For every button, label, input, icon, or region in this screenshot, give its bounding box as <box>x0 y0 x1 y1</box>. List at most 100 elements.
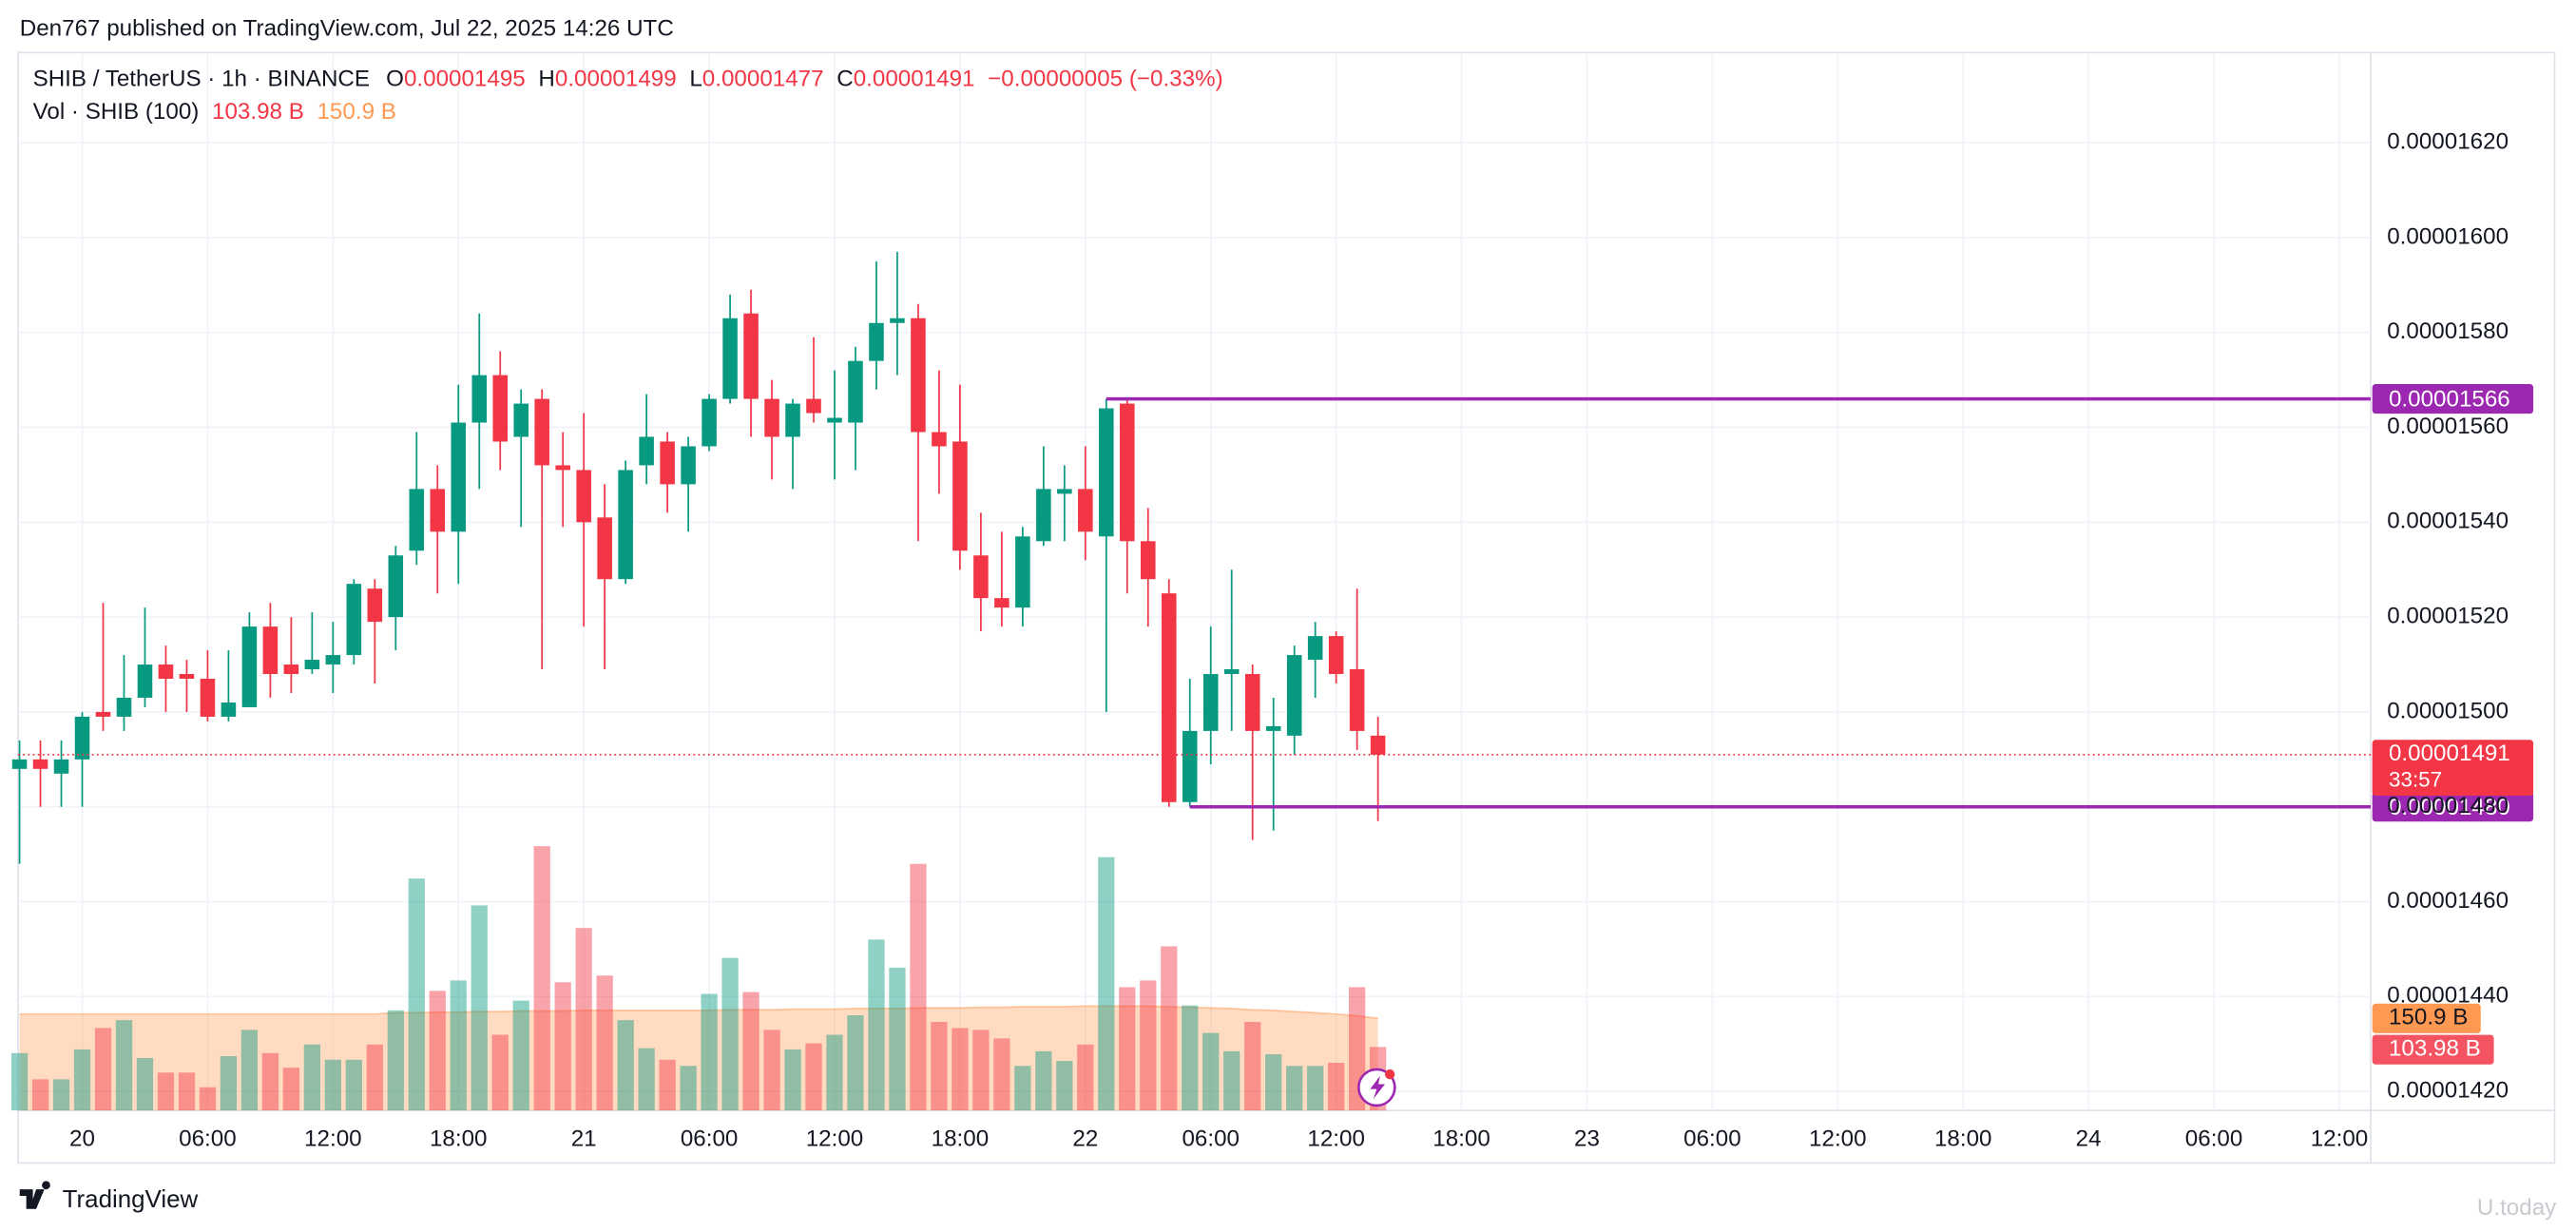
candle-body <box>639 436 654 466</box>
candle-body <box>241 626 258 707</box>
candle-body <box>492 375 509 442</box>
candle-body <box>451 422 467 532</box>
candle-body <box>764 398 779 437</box>
candle-body <box>1307 636 1323 661</box>
x-tick-label: 24 <box>2076 1126 2102 1152</box>
candle-body <box>179 674 195 680</box>
volume-bar <box>303 1044 320 1111</box>
chart-frame <box>17 51 2556 1165</box>
price-tag-label: 0.00001480 <box>2389 795 2510 820</box>
volume-bar <box>972 1030 990 1111</box>
y-tick-label: 0.00001540 <box>2387 509 2509 534</box>
candle-body <box>1265 725 1281 731</box>
volume-bar <box>94 1028 112 1111</box>
volume-bar <box>429 991 446 1111</box>
y-tick-label: 0.00001520 <box>2387 604 2509 629</box>
current-price-label: 0.00001491 <box>2389 741 2510 766</box>
volume-bar <box>638 1048 655 1111</box>
candle-body <box>973 555 989 599</box>
candle-body <box>471 375 488 423</box>
volume-bar <box>261 1052 279 1111</box>
volume-bar <box>512 1000 529 1111</box>
volume-bar <box>680 1066 697 1111</box>
volume-bar <box>366 1044 383 1111</box>
candle-body <box>785 403 800 437</box>
candle-body <box>1202 674 1219 731</box>
candle-body <box>283 664 299 675</box>
candle-body <box>367 588 383 623</box>
candle-body <box>32 759 48 769</box>
y-tick-label: 0.00001560 <box>2387 414 2509 439</box>
x-tick-label: 18:00 <box>430 1126 488 1152</box>
ohlc-label: C <box>836 67 853 92</box>
volume-ma-value: 150.9 B <box>317 100 395 125</box>
volume-title: Vol · SHIB (100) <box>33 100 200 125</box>
candle-body <box>221 702 237 717</box>
candle-body <box>430 489 446 532</box>
candle-body <box>304 660 320 670</box>
volume-bar <box>533 846 550 1111</box>
alert-icon[interactable] <box>1357 1068 1396 1107</box>
volume-bar <box>408 878 425 1111</box>
volume-bar <box>805 1043 822 1111</box>
ohlc-label: L <box>689 67 702 92</box>
close-value: 0.00001491 <box>854 67 975 92</box>
candle-body <box>1370 735 1386 755</box>
candle-body <box>409 489 425 551</box>
candle-body <box>1099 408 1114 537</box>
volume-bar <box>1328 1063 1345 1111</box>
volume-bar <box>889 967 906 1111</box>
volume-bar <box>659 1059 676 1111</box>
brand-name: TradingView <box>63 1186 199 1213</box>
y-tick-label: 0.00001480 <box>2387 793 2509 818</box>
price-tag <box>2372 384 2534 414</box>
candle-body <box>1328 636 1344 675</box>
volume-bar <box>701 993 718 1111</box>
volume-bar <box>178 1072 196 1111</box>
candle-body <box>534 398 549 466</box>
volume-bar <box>596 975 613 1111</box>
volume-bar <box>240 1030 259 1111</box>
volume-bar <box>763 1030 780 1111</box>
volume-bar <box>952 1028 969 1111</box>
volume-bar <box>868 939 885 1111</box>
x-tick-label: 12:00 <box>806 1126 864 1152</box>
volume-bar <box>721 957 739 1111</box>
volume-bar <box>575 928 592 1111</box>
price-tag <box>2372 792 2534 822</box>
y-tick-label: 0.00001580 <box>2387 318 2509 344</box>
volume-bar <box>1056 1061 1073 1111</box>
high-value: 0.00001499 <box>555 67 677 92</box>
candle-body <box>1349 669 1365 731</box>
x-tick-label: 06:00 <box>1683 1126 1741 1152</box>
countdown: 33:57 <box>2389 767 2442 791</box>
candle-body <box>848 360 863 423</box>
x-tick-label: 06:00 <box>179 1126 237 1152</box>
volume-bar <box>931 1022 948 1111</box>
candle-body <box>555 465 570 471</box>
volume-bar <box>1161 946 1178 1111</box>
y-tick-label: 0.00001460 <box>2387 888 2509 914</box>
candle-body <box>513 403 529 437</box>
candle-body <box>1015 536 1030 608</box>
candle-body <box>1057 489 1072 494</box>
candle-body <box>890 318 905 323</box>
legend-line: SHIB / TetherUS · 1h · BINANCE O0.000014… <box>33 67 1223 92</box>
candle-body <box>932 432 947 447</box>
volume-legend: Vol · SHIB (100) 103.98 B 150.9 B <box>33 100 396 125</box>
volume-bar <box>73 1049 91 1111</box>
candle-body <box>681 446 696 485</box>
candle-body <box>806 398 821 414</box>
candle-body <box>1286 655 1302 736</box>
volume-bar <box>1035 1050 1052 1111</box>
candle-body <box>1141 541 1156 580</box>
candle-body <box>137 664 153 698</box>
candle-body <box>158 664 174 680</box>
candle-body <box>116 697 132 717</box>
change: −0.00000005 (−0.33%) <box>988 67 1222 92</box>
volume-ma-line <box>19 1005 1378 1020</box>
volume-bar <box>31 1079 49 1111</box>
volume-bar <box>1140 980 1157 1111</box>
